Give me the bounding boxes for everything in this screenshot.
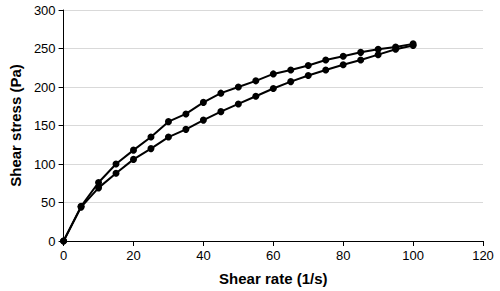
svg-text:250: 250 [34, 41, 56, 56]
svg-text:100: 100 [34, 157, 56, 172]
svg-text:100: 100 [402, 248, 424, 263]
svg-text:0: 0 [60, 248, 67, 263]
svg-text:Shear stress (Pa): Shear stress (Pa) [7, 64, 24, 187]
svg-text:60: 60 [266, 248, 280, 263]
svg-text:200: 200 [34, 80, 56, 95]
svg-text:80: 80 [336, 248, 350, 263]
svg-text:300: 300 [34, 3, 56, 18]
svg-text:40: 40 [196, 248, 210, 263]
svg-text:20: 20 [126, 248, 140, 263]
svg-text:150: 150 [34, 118, 56, 133]
svg-text:Shear rate (1/s): Shear rate (1/s) [219, 270, 327, 287]
svg-text:0: 0 [48, 234, 55, 249]
svg-text:120: 120 [472, 248, 494, 263]
svg-text:50: 50 [41, 195, 55, 210]
